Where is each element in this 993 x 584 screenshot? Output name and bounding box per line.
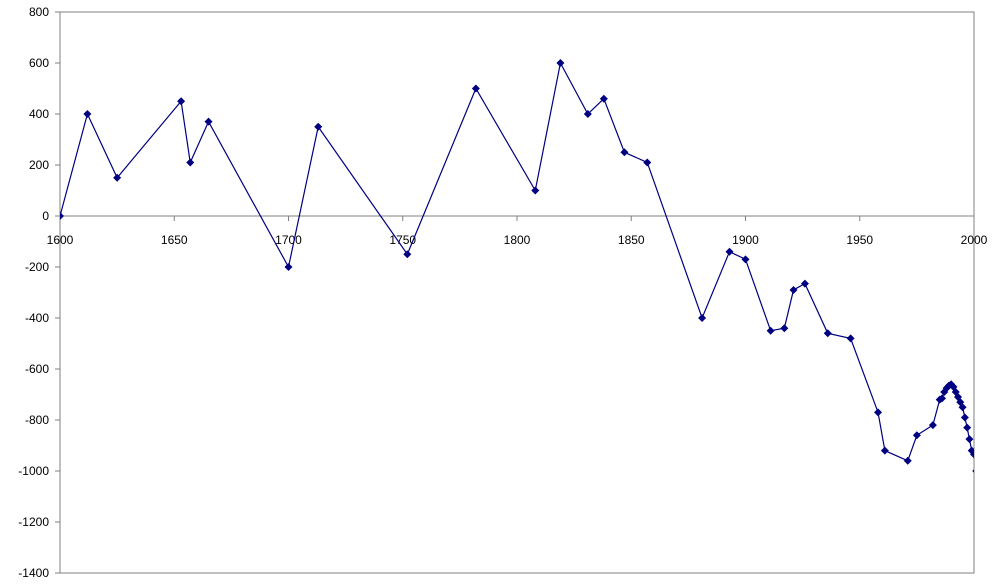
data-point [725, 247, 734, 256]
y-tick-label: 400 [29, 107, 49, 121]
x-tick-label: 1900 [732, 233, 759, 247]
data-point [60, 212, 64, 220]
x-tick-label: 1800 [504, 233, 531, 247]
data-point [403, 250, 412, 259]
data-point [789, 285, 798, 294]
data-point [928, 421, 937, 430]
data-point [204, 117, 213, 126]
x-tick-label: 1750 [389, 233, 416, 247]
data-point [177, 97, 186, 106]
y-tick-label: 200 [29, 158, 49, 172]
y-tick-label: -1000 [18, 464, 49, 478]
y-tick-label: 600 [29, 56, 49, 70]
y-tick-label: 0 [42, 209, 49, 223]
data-point [471, 84, 480, 93]
y-tick-label: -1400 [18, 566, 49, 580]
y-axis: 800 600 400 200 0 -200 -400 -600 -800 -1000 -1200 -… [18, 5, 60, 580]
x-tick-label: 1650 [161, 233, 188, 247]
data-point [583, 110, 592, 118]
data-point [903, 456, 912, 465]
data-point [823, 329, 832, 338]
data-point [960, 413, 969, 422]
data-point [83, 110, 92, 118]
data-point [846, 334, 855, 343]
y-tick-label: -200 [25, 260, 49, 274]
plot-area [59, 11, 975, 574]
x-axis: 1600 1650 1700 1750 1800 1850 1900 1950 2000 [47, 215, 988, 247]
data-point [766, 326, 775, 335]
y-tick-label: -400 [25, 311, 49, 325]
x-tick-label: 1950 [846, 233, 873, 247]
y-tick-label: -800 [25, 413, 49, 427]
data-point [698, 314, 707, 322]
data-point [314, 122, 323, 131]
data-point [620, 148, 629, 157]
x-tick-label: 1700 [275, 233, 302, 247]
x-tick-label: 1600 [47, 233, 74, 247]
data-point [800, 279, 809, 288]
data-point [556, 59, 565, 67]
data-point [113, 173, 122, 182]
data-point [186, 158, 195, 167]
data-point [284, 263, 293, 271]
data-point [963, 423, 972, 432]
data-point [972, 469, 974, 473]
data-point [741, 255, 750, 264]
data-point [780, 324, 789, 333]
data-point [965, 435, 974, 444]
y-tick-label: -600 [25, 362, 49, 376]
y-tick-label: -1200 [18, 515, 49, 529]
x-tick-label: 1850 [618, 233, 645, 247]
data-point [531, 186, 540, 195]
data-point [938, 394, 947, 403]
data-point [874, 408, 883, 417]
data-point [970, 450, 974, 459]
data-point [880, 446, 889, 455]
data-point [912, 431, 921, 440]
data-point [958, 403, 967, 412]
y-tick-label: 800 [29, 5, 49, 19]
x-tick-label: 2000 [961, 233, 988, 247]
data-point [643, 158, 652, 167]
series-plot [60, 59, 974, 473]
data-point [599, 94, 608, 103]
